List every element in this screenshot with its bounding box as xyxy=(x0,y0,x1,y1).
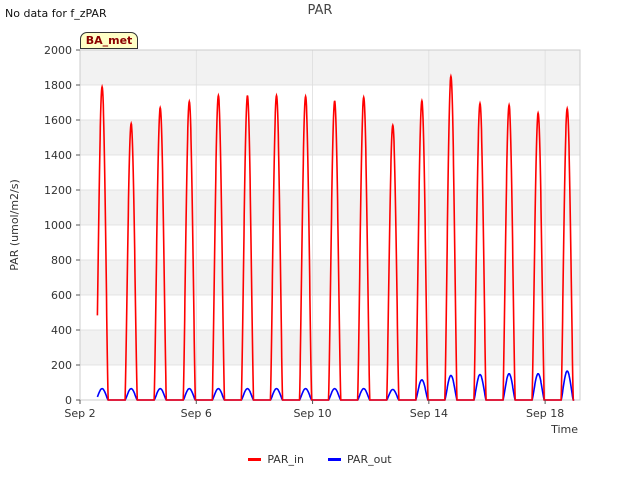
y-tick-label: 0 xyxy=(65,394,72,407)
axes: 0 200 400 600 800 1000 1200 1400 1600 1800 2000 Sep… xyxy=(44,44,564,420)
x-tick-label: Sep 2 xyxy=(64,407,95,420)
y-tick-label: 1800 xyxy=(44,79,72,92)
x-tick-label: Sep 6 xyxy=(181,407,212,420)
plot-band xyxy=(80,190,580,225)
y-tick-label: 400 xyxy=(51,324,72,337)
plot-band xyxy=(80,120,580,155)
y-tick-label: 800 xyxy=(51,254,72,267)
legend: PAR_in PAR_out xyxy=(0,453,640,466)
x-tick-label: Sep 14 xyxy=(410,407,448,420)
legend-item-par-in: PAR_in xyxy=(248,453,304,466)
y-tick-label: 1200 xyxy=(44,184,72,197)
x-tick-label: Sep 10 xyxy=(293,407,331,420)
x-tick-label: Sep 18 xyxy=(526,407,564,420)
legend-label-par-out: PAR_out xyxy=(347,453,392,466)
y-tick-label: 1000 xyxy=(44,219,72,232)
legend-label-par-in: PAR_in xyxy=(267,453,304,466)
legend-item-par-out: PAR_out xyxy=(328,453,392,466)
y-tick-label: 600 xyxy=(51,289,72,302)
legend-swatch-par-out xyxy=(328,458,341,461)
y-tick-label: 200 xyxy=(51,359,72,372)
x-axis-label: Time xyxy=(550,423,578,436)
y-axis-label: PAR (umol/m2/s) xyxy=(8,179,21,271)
no-data-status: No data for f_zPAR xyxy=(5,7,107,20)
legend-swatch-par-in xyxy=(248,458,262,461)
series-par-in xyxy=(96,73,575,401)
plot-band xyxy=(80,50,580,85)
y-tick-label: 1600 xyxy=(44,114,72,127)
line-par-in xyxy=(96,73,575,401)
chart-title: PAR xyxy=(307,3,333,18)
site-badge: BA_met xyxy=(80,32,138,49)
y-tick-label: 1400 xyxy=(44,149,72,162)
y-tick-label: 2000 xyxy=(44,44,72,57)
